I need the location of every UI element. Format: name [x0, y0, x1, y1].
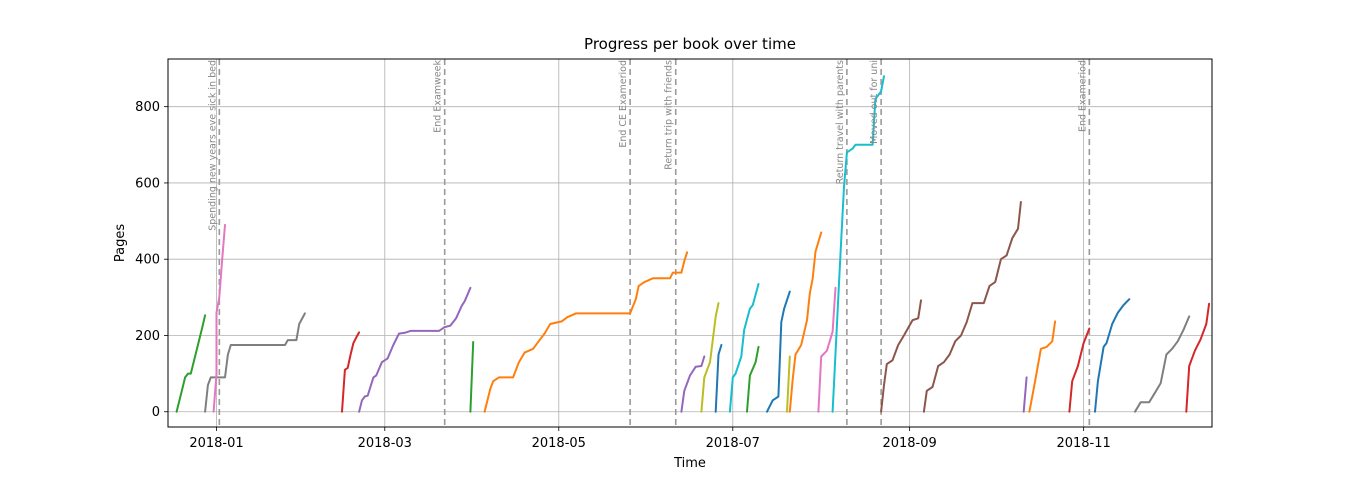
- series-line: [817, 286, 837, 413]
- chart-title: Progress per book over time: [584, 35, 796, 53]
- series-line: [922, 201, 1022, 413]
- series-line: [786, 355, 791, 413]
- series-line: [1185, 302, 1211, 413]
- series-line: [341, 331, 361, 413]
- series-line: [788, 231, 823, 413]
- x-tick-label: 2018-07: [706, 436, 760, 451]
- annotation-label: End Exameriod: [1077, 60, 1088, 132]
- annotation-label: Return travel with parents: [835, 60, 846, 184]
- annotation-label: End CE Exameriod: [618, 60, 629, 148]
- annotation-label: End Examweek: [433, 60, 444, 133]
- annotation-label: Moved out for uni: [869, 60, 880, 144]
- x-tick-label: 2018-03: [358, 436, 412, 451]
- x-tick-label: 2018-09: [882, 436, 936, 451]
- series-line: [831, 75, 885, 413]
- y-tick-label: 200: [135, 329, 160, 344]
- series-line: [1022, 376, 1028, 413]
- y-tick-label: 600: [135, 176, 160, 191]
- series-line: [1094, 298, 1131, 413]
- x-tick-label: 2018-05: [532, 436, 586, 451]
- series-lines: [175, 75, 1211, 413]
- y-tick-label: 800: [135, 100, 160, 115]
- x-tick-label: 2018-01: [189, 436, 243, 451]
- annotation-label: Return trip with friends: [664, 60, 675, 170]
- series-line: [714, 344, 723, 413]
- y-tick-label: 0: [152, 405, 160, 420]
- grid: [168, 59, 1212, 427]
- plot-frame: [167, 58, 1213, 428]
- x-axis-title: Time: [673, 456, 706, 471]
- y-axis-title: Pages: [113, 224, 128, 262]
- y-tick-label: 400: [135, 253, 160, 268]
- series-line: [766, 290, 791, 413]
- x-axis-ticks: 2018-01 2018-03 2018-05 2018-07 2018-09 2018-…: [189, 427, 1111, 451]
- series-line: [469, 341, 475, 413]
- series-line: [1028, 320, 1057, 413]
- annotation-labels: Spending new years eve sick in bed End Ex…: [207, 60, 1088, 231]
- series-line: [212, 223, 226, 413]
- series-line: [880, 299, 922, 413]
- series-line: [1134, 315, 1191, 413]
- x-tick-label: 2018-11: [1056, 436, 1110, 451]
- annotation-lines: [218, 59, 1091, 427]
- y-axis-ticks: 0 200 400 600 800: [135, 100, 168, 420]
- series-line: [175, 314, 207, 413]
- series-line: [483, 251, 689, 413]
- series-line: [358, 286, 472, 413]
- series-line: [1068, 327, 1091, 413]
- series-line: [746, 345, 760, 413]
- annotation-label: Spending new years eve sick in bed: [207, 60, 218, 231]
- series-line: [728, 283, 760, 413]
- series-line: [700, 302, 720, 413]
- series-line: [680, 355, 706, 413]
- series-line: [204, 312, 306, 413]
